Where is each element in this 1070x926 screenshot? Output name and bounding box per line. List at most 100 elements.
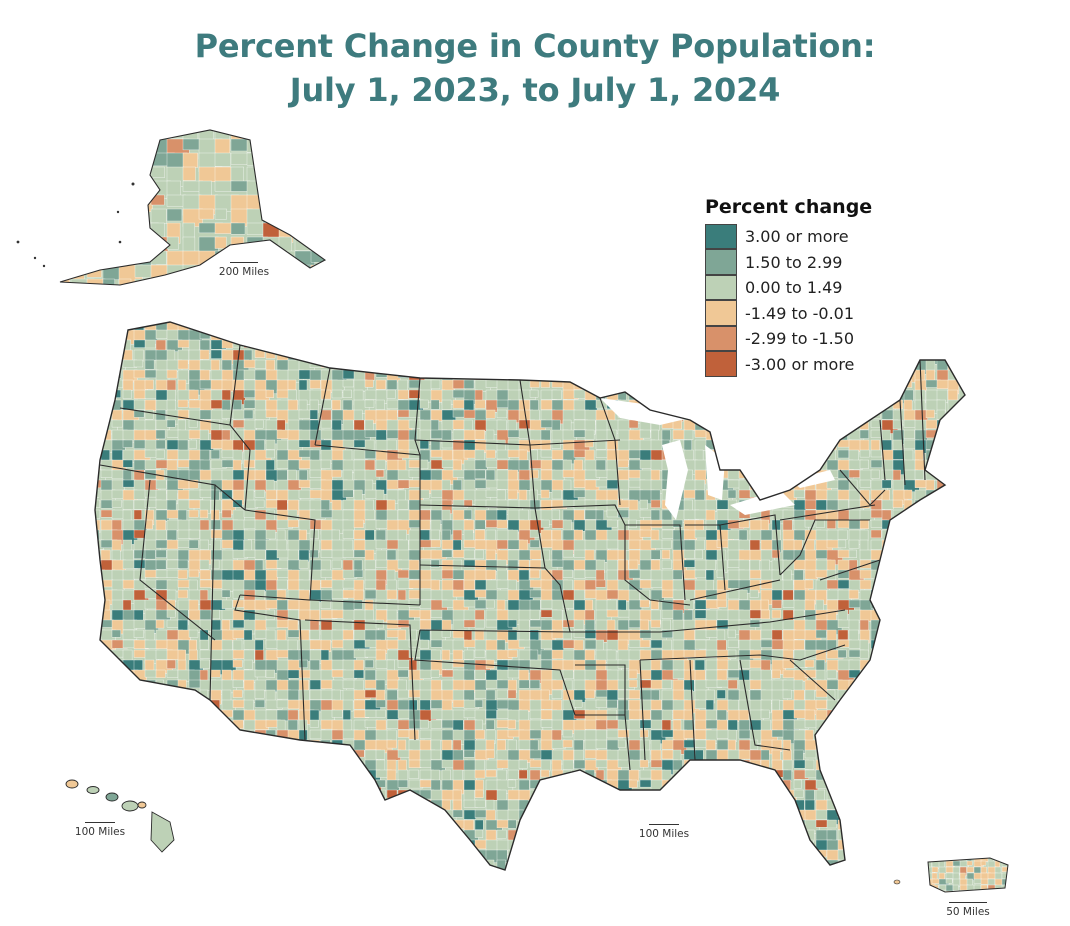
county-cell bbox=[617, 609, 630, 618]
county-cell bbox=[683, 489, 697, 499]
county-cell bbox=[298, 689, 310, 701]
county-cell bbox=[562, 629, 572, 640]
county-cell bbox=[95, 839, 101, 853]
county-cell bbox=[595, 439, 607, 450]
county-cell bbox=[86, 250, 109, 269]
county-cell bbox=[859, 659, 873, 675]
county-cell bbox=[397, 669, 409, 678]
county-cell bbox=[738, 859, 750, 870]
county-cell bbox=[310, 194, 325, 208]
county-cell bbox=[122, 759, 132, 772]
county-cell bbox=[661, 539, 672, 549]
county-cell bbox=[947, 529, 965, 539]
county-cell bbox=[496, 859, 506, 870]
county-cell bbox=[166, 194, 186, 207]
county-cell bbox=[859, 539, 869, 551]
county-cell bbox=[584, 739, 598, 751]
county-cell bbox=[118, 166, 140, 187]
county-cell bbox=[122, 739, 135, 753]
county-cell bbox=[298, 589, 310, 601]
county-cell bbox=[331, 349, 343, 362]
county-cell bbox=[606, 839, 618, 850]
county-cell bbox=[430, 869, 441, 870]
county-cell bbox=[738, 769, 750, 778]
county-cell bbox=[254, 419, 264, 429]
county-cell bbox=[419, 459, 429, 470]
county-cell bbox=[111, 629, 121, 638]
county-cell bbox=[221, 729, 232, 739]
county-cell bbox=[100, 689, 116, 705]
county-cell bbox=[199, 399, 213, 412]
county-cell bbox=[320, 739, 331, 749]
county-cell bbox=[155, 499, 169, 510]
county-cell bbox=[914, 699, 929, 712]
county-cell bbox=[177, 779, 191, 790]
county-cell bbox=[859, 779, 875, 794]
county-cell bbox=[276, 829, 290, 840]
county-cell bbox=[342, 389, 352, 398]
county-cell bbox=[815, 809, 829, 820]
county-cell bbox=[265, 322, 280, 330]
county-cell bbox=[485, 659, 495, 669]
county-cell bbox=[331, 729, 345, 740]
county-cell bbox=[958, 819, 965, 831]
county-cell bbox=[100, 339, 113, 348]
county-cell bbox=[694, 819, 704, 829]
county-cell bbox=[826, 769, 841, 785]
county-cell bbox=[782, 389, 794, 403]
county-cell bbox=[694, 409, 712, 420]
puerto-rico-inset bbox=[893, 857, 1009, 893]
county-cell bbox=[672, 429, 686, 440]
county-cell bbox=[694, 789, 711, 803]
county-cell bbox=[639, 789, 649, 799]
county-cell bbox=[397, 859, 409, 870]
county-cell bbox=[925, 599, 939, 613]
county-cell bbox=[111, 709, 120, 719]
county-cell bbox=[936, 689, 949, 701]
county-cell bbox=[463, 499, 473, 508]
county-cell bbox=[430, 559, 440, 568]
county-cell bbox=[199, 719, 211, 731]
county-cell bbox=[221, 669, 232, 681]
county-cell bbox=[309, 322, 324, 330]
county-cell bbox=[294, 278, 319, 285]
county-cell bbox=[650, 599, 659, 610]
county-cell bbox=[310, 152, 325, 172]
county-cell bbox=[210, 839, 227, 852]
county-cell bbox=[661, 339, 673, 350]
county-cell bbox=[353, 339, 368, 352]
county-cell bbox=[848, 799, 865, 810]
county-cell bbox=[331, 429, 344, 441]
county-cell bbox=[188, 739, 199, 755]
county-cell bbox=[782, 459, 795, 472]
county-cell bbox=[496, 519, 508, 529]
county-cell bbox=[837, 799, 848, 814]
county-cell bbox=[210, 799, 223, 811]
county-cell bbox=[760, 469, 777, 478]
legend-title: Percent change bbox=[705, 196, 873, 218]
county-cell bbox=[727, 869, 740, 870]
county-cell bbox=[639, 859, 653, 870]
county-cell bbox=[848, 729, 858, 744]
county-cell bbox=[188, 809, 205, 819]
county-cell bbox=[562, 789, 579, 803]
county-cell bbox=[595, 819, 606, 829]
county-cell bbox=[95, 519, 101, 533]
county-cell bbox=[133, 689, 144, 705]
county-cell bbox=[375, 829, 390, 842]
county-cell bbox=[947, 429, 961, 443]
county-cell bbox=[606, 329, 619, 338]
county-cell bbox=[397, 589, 407, 601]
county-cell bbox=[573, 859, 590, 869]
county-cell bbox=[947, 519, 962, 530]
county-cell bbox=[529, 759, 543, 768]
county-cell bbox=[925, 569, 935, 580]
county-cell bbox=[243, 329, 257, 344]
county-cell bbox=[430, 529, 440, 540]
county-cell bbox=[606, 739, 620, 752]
county-cell bbox=[870, 339, 882, 353]
county-cell bbox=[102, 180, 127, 197]
county-cell bbox=[518, 769, 528, 779]
county-cell bbox=[716, 379, 733, 392]
